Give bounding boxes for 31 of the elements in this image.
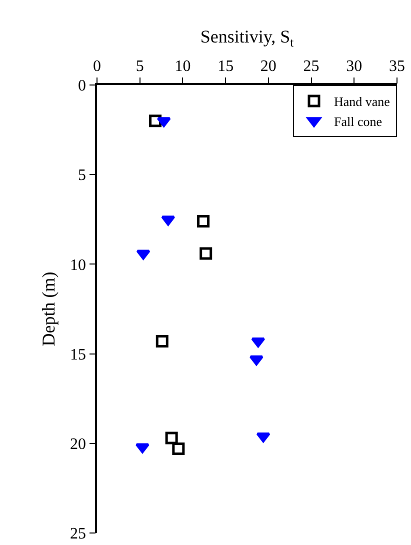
point	[135, 443, 150, 454]
point	[156, 335, 168, 348]
point	[172, 442, 185, 456]
point	[165, 432, 178, 444]
x-axis-title: Sensitiviy, S$_{t}$	[200, 26, 294, 50]
point	[197, 214, 210, 228]
x-tick-label: 30	[346, 58, 362, 75]
y-axis-title: Depth (m)	[38, 272, 59, 346]
point	[156, 117, 171, 128]
x-tick-label: 15	[218, 58, 234, 75]
y-tick-label: 20	[70, 436, 86, 453]
x-tick-label: 0	[93, 58, 101, 75]
y-tick-label: 5	[78, 167, 86, 184]
y-tick-label: 15	[70, 346, 86, 364]
point	[200, 247, 212, 260]
legend-label: Fall cone	[334, 114, 382, 129]
y-tick-label: 10	[70, 256, 86, 274]
x-tick-label: 35	[389, 58, 405, 75]
x-tick-label: 5	[136, 58, 144, 75]
point	[161, 216, 176, 226]
y-tick-label: 25	[70, 526, 86, 543]
point	[256, 432, 270, 442]
point	[251, 338, 266, 348]
point	[149, 114, 162, 128]
y-tick-label: 0	[78, 78, 86, 95]
x-tick-label: 20	[260, 58, 276, 75]
x-tick-label: 10	[174, 58, 191, 75]
legend-label: Hand vane	[334, 94, 390, 110]
point	[249, 355, 264, 366]
point	[136, 250, 150, 260]
x-tick-label: 25	[303, 58, 320, 75]
